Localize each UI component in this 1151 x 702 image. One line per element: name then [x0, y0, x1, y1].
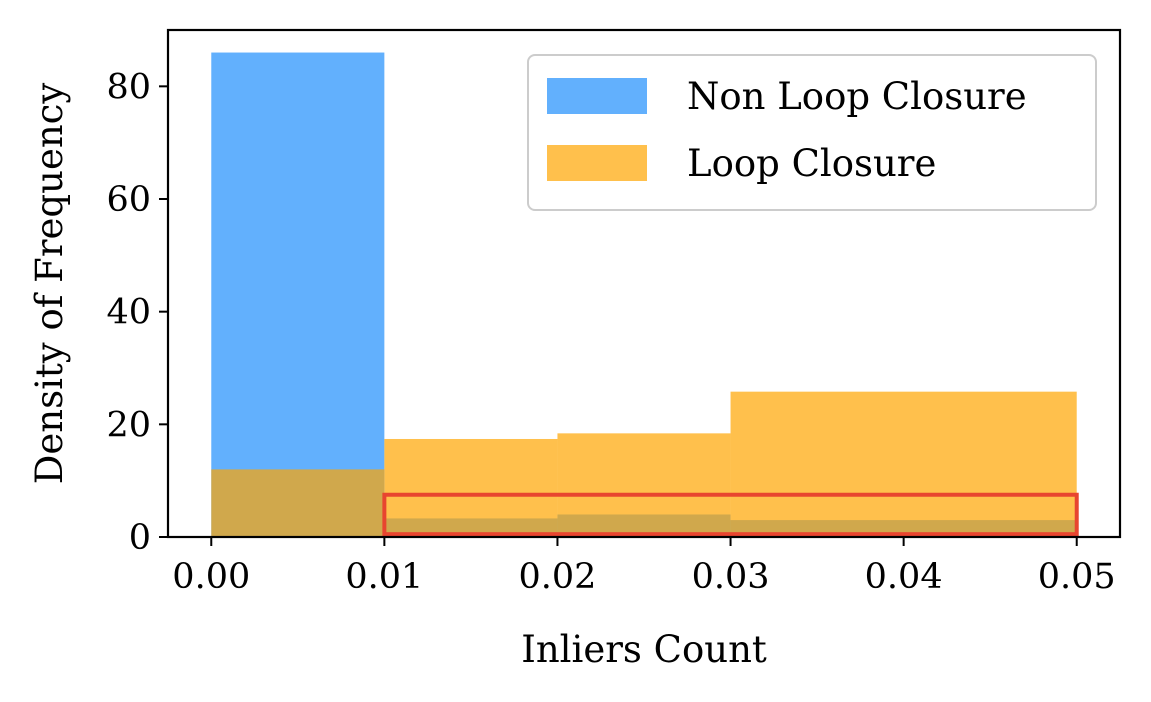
bar-loop-closure-2 — [557, 433, 731, 537]
y-tick-label: 20 — [106, 405, 151, 445]
highlight-layer — [382, 492, 1079, 537]
x-axis-label: Inliers Count — [521, 628, 767, 671]
y-tick-label: 0 — [129, 518, 151, 558]
bars-layer — [211, 52, 1077, 538]
y-tick-label: 80 — [106, 67, 151, 107]
x-tick-label: 0.05 — [1038, 557, 1116, 597]
x-tick-label: 0.01 — [345, 557, 423, 597]
legend-swatch-non-loop-closure — [547, 78, 647, 114]
legend: Non Loop Closure Loop Closure — [527, 54, 1097, 211]
legend-label-loop-closure: Loop Closure — [687, 142, 936, 185]
x-tick-label: 0.03 — [692, 557, 770, 597]
bar-loop-closure-3 — [730, 391, 1077, 537]
y-axis-label: Density of Frequency — [28, 83, 71, 485]
legend-box — [527, 54, 1097, 211]
bar-loop-closure-0 — [211, 469, 385, 537]
x-tick-label: 0.04 — [865, 557, 943, 597]
ticks-layer: 0.00 0.01 0.02 0.03 0.04 0.05 0 20 40 60 80 — [106, 67, 1115, 597]
bar-non-loop-closure-0 — [211, 52, 385, 538]
x-tick-label: 0.02 — [518, 557, 596, 597]
y-tick-label: 40 — [106, 293, 151, 333]
legend-label-non-loop-closure: Non Loop Closure — [687, 75, 1027, 118]
highlight-box — [382, 492, 1079, 537]
plot-frame — [166, 28, 1122, 539]
x-tick-label: 0.00 — [172, 557, 250, 597]
legend-swatch-loop-closure — [547, 145, 647, 181]
bar-loop-closure-1 — [384, 438, 558, 537]
y-tick-label: 60 — [106, 180, 151, 220]
